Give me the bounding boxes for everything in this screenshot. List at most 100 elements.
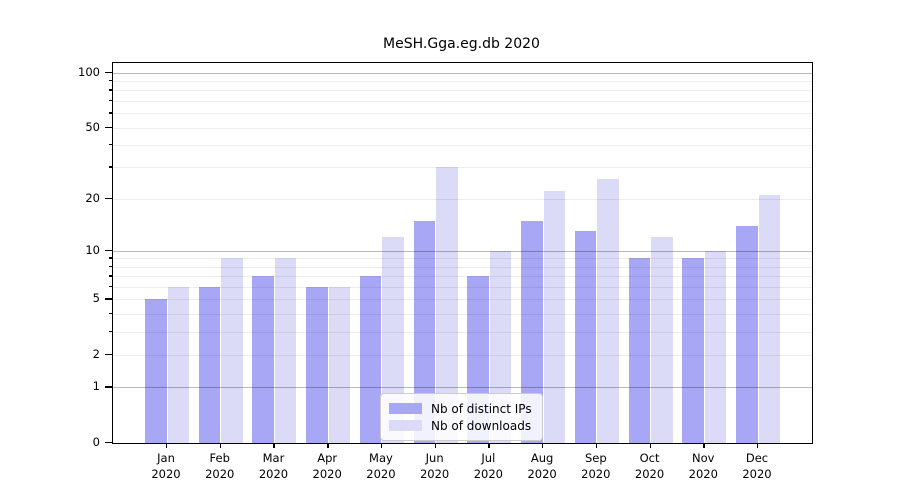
x-tick-jul bbox=[488, 443, 490, 448]
bar-sep-downloads bbox=[597, 178, 619, 443]
x-tick-aug bbox=[542, 443, 544, 448]
y-tick-5 bbox=[105, 298, 112, 300]
gridline-5 bbox=[113, 299, 812, 301]
x-tick-apr bbox=[327, 443, 329, 448]
x-tick-label-mar: Mar 2020 bbox=[258, 451, 289, 481]
y-minortick-8 bbox=[108, 265, 112, 268]
y-tick-label-0: 0 bbox=[92, 435, 100, 449]
y-minortick-90 bbox=[108, 80, 112, 82]
bar-mar-distinct-ips bbox=[252, 276, 274, 443]
gridline-40 bbox=[113, 145, 812, 147]
legend-item-distinct-ips: Nb of distinct IPs bbox=[389, 400, 532, 417]
bar-feb-downloads bbox=[221, 258, 243, 443]
x-tick-jan bbox=[166, 443, 168, 448]
bar-jun-downloads bbox=[436, 167, 458, 443]
x-tick-label-jan: Jan 2020 bbox=[151, 451, 181, 481]
legend-item-downloads: Nb of downloads bbox=[389, 417, 532, 434]
x-tick-mar bbox=[273, 443, 275, 448]
bar-aug-distinct-ips bbox=[521, 220, 543, 443]
gridline-30 bbox=[113, 167, 812, 169]
bar-dec-distinct-ips bbox=[736, 225, 758, 443]
bar-oct-downloads bbox=[651, 237, 673, 443]
x-tick-label-jun: Jun 2020 bbox=[419, 451, 450, 481]
y-tick-label-50: 50 bbox=[85, 119, 100, 134]
y-minortick-6 bbox=[108, 285, 112, 288]
gridline-90 bbox=[113, 81, 812, 83]
y-minortick-80 bbox=[108, 89, 112, 91]
bar-nov-distinct-ips bbox=[682, 258, 704, 443]
chart-title: MeSH.Gga.eg.db 2020 bbox=[383, 36, 540, 52]
x-tick-oct bbox=[649, 443, 651, 448]
gridline-10 bbox=[113, 250, 812, 252]
y-minortick-40 bbox=[108, 144, 112, 146]
y-minortick-4 bbox=[108, 312, 112, 315]
gridline-6 bbox=[113, 286, 812, 288]
x-tick-label-jul: Jul 2020 bbox=[473, 451, 503, 481]
y-tick-20 bbox=[105, 197, 112, 200]
gridline-20 bbox=[113, 198, 812, 200]
bar-jan-downloads bbox=[167, 286, 189, 443]
y-tick-label-20: 20 bbox=[85, 190, 100, 205]
gridline-7 bbox=[113, 276, 812, 278]
x-tick-label-feb: Feb 2020 bbox=[205, 451, 235, 481]
y-tick-0 bbox=[105, 442, 112, 444]
y-tick-2 bbox=[105, 353, 112, 356]
y-tick-50 bbox=[105, 126, 112, 128]
legend-swatch-distinct-ips bbox=[389, 403, 422, 414]
gridline-9 bbox=[113, 258, 812, 260]
bar-nov-downloads bbox=[704, 250, 727, 443]
bar-may-distinct-ips bbox=[359, 276, 382, 443]
x-tick-label-oct: Oct 2020 bbox=[634, 451, 665, 481]
y-tick-1 bbox=[105, 386, 112, 388]
plot-area: Nb of distinct IPs Nb of downloads bbox=[112, 62, 813, 444]
bar-jan-distinct-ips bbox=[145, 299, 167, 443]
bar-mar-downloads bbox=[274, 258, 297, 443]
x-tick-label-nov: Nov 2020 bbox=[688, 451, 718, 481]
x-tick-label-sep: Sep 2020 bbox=[581, 451, 611, 481]
x-tick-label-dec: Dec 2020 bbox=[742, 451, 772, 481]
x-tick-label-apr: Apr 2020 bbox=[312, 451, 342, 481]
bar-jun-distinct-ips bbox=[413, 220, 436, 443]
y-tick-10 bbox=[105, 249, 112, 251]
x-tick-label-aug: Aug 2020 bbox=[527, 451, 557, 481]
y-minortick-70 bbox=[108, 99, 112, 102]
x-tick-nov bbox=[703, 443, 705, 448]
y-minortick-3 bbox=[108, 330, 112, 333]
y-minortick-60 bbox=[108, 112, 112, 114]
legend: Nb of distinct IPs Nb of downloads bbox=[380, 393, 543, 441]
gridline-70 bbox=[113, 100, 812, 102]
y-tick-100 bbox=[105, 71, 112, 74]
x-tick-label-may: May 2020 bbox=[366, 451, 396, 481]
gridline-60 bbox=[113, 113, 812, 115]
bar-dec-downloads bbox=[758, 195, 780, 443]
gridline-80 bbox=[113, 90, 812, 92]
x-tick-jun bbox=[434, 443, 437, 448]
y-minortick-7 bbox=[108, 275, 112, 277]
legend-label-downloads: Nb of downloads bbox=[431, 418, 532, 433]
x-tick-may bbox=[380, 443, 383, 448]
y-tick-label-100: 100 bbox=[78, 64, 100, 79]
legend-swatch-downloads bbox=[389, 420, 422, 431]
bar-aug-downloads bbox=[543, 191, 566, 443]
bar-feb-distinct-ips bbox=[198, 286, 221, 443]
x-tick-sep bbox=[595, 443, 598, 448]
y-tick-label-2: 2 bbox=[92, 346, 100, 361]
y-tick-label-10: 10 bbox=[85, 242, 100, 257]
y-tick-label-5: 5 bbox=[92, 291, 100, 306]
bar-oct-distinct-ips bbox=[628, 258, 651, 443]
x-tick-feb bbox=[219, 443, 222, 448]
gridline-3 bbox=[113, 331, 812, 333]
x-tick-dec bbox=[757, 443, 759, 448]
legend-label-distinct-ips: Nb of distinct IPs bbox=[431, 401, 532, 416]
gridline-100 bbox=[113, 72, 812, 74]
gridline-2 bbox=[113, 354, 812, 356]
gridline-1 bbox=[113, 387, 812, 389]
bar-apr-distinct-ips bbox=[306, 286, 328, 443]
gridline-4 bbox=[113, 313, 812, 315]
y-tick-label-1: 1 bbox=[92, 379, 100, 394]
y-minortick-9 bbox=[108, 257, 112, 259]
bar-may-downloads bbox=[382, 237, 404, 443]
gridline-50 bbox=[113, 127, 812, 129]
bar-sep-distinct-ips bbox=[574, 231, 597, 443]
